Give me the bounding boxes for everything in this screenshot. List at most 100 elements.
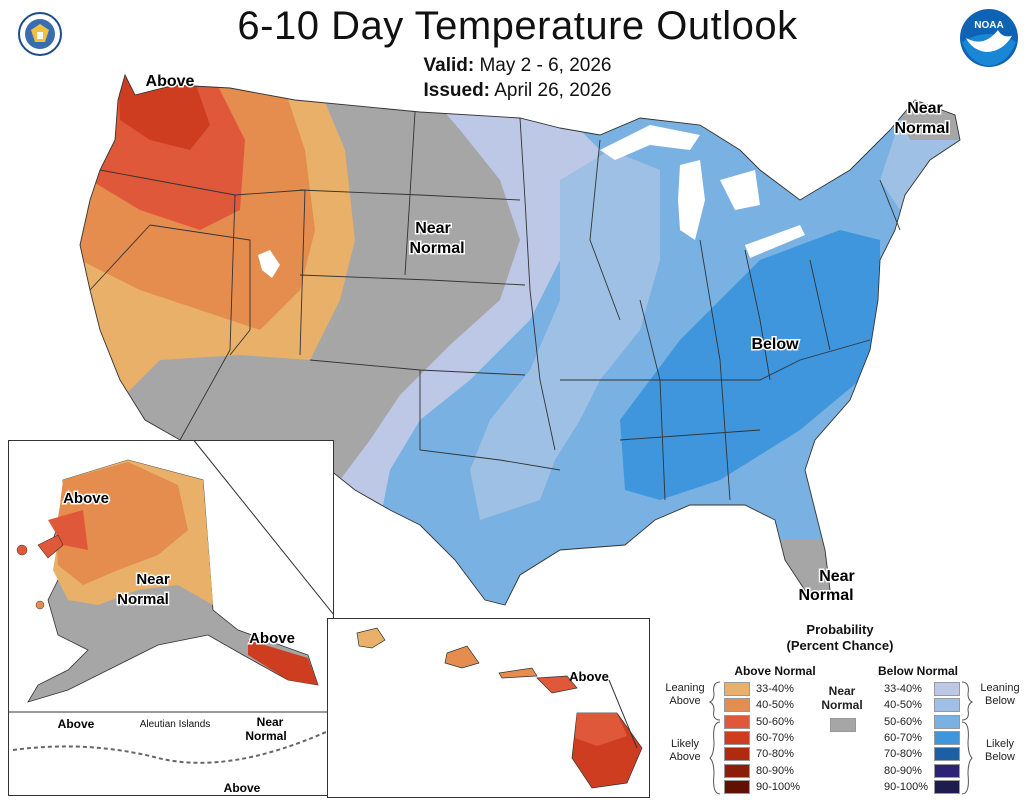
legend-leaning-above-1: Leaning bbox=[665, 682, 705, 694]
legend-below-range-1: 40-50% bbox=[884, 699, 922, 712]
label-conus-near-1: Near bbox=[415, 220, 451, 237]
legend-title-1: Probability bbox=[806, 622, 874, 637]
label-conus-below: Below bbox=[751, 336, 799, 353]
label-conus-near-2: Normal bbox=[409, 240, 464, 257]
label-ak-above: Above bbox=[63, 490, 109, 507]
legend-above-swatch-3 bbox=[724, 730, 750, 745]
legend-brace-above bbox=[708, 681, 721, 795]
lake-michigan bbox=[678, 160, 705, 240]
label-aleutian-near-1: Near bbox=[257, 715, 284, 729]
legend-above-row-5: 80-90% bbox=[724, 763, 806, 778]
legend-leaning-above: Leaning Above bbox=[662, 682, 708, 708]
alaska-inset: Above Near Normal Above Aleutian Islands… bbox=[8, 440, 334, 796]
legend-above-row-3: 60-70% bbox=[724, 730, 806, 745]
legend-near-1: Near bbox=[828, 684, 856, 698]
legend-below-row-4: 70-80% bbox=[878, 747, 960, 762]
noaa-text: NOAA bbox=[974, 20, 1003, 31]
legend-below-swatch-3 bbox=[934, 730, 960, 745]
legend-below-swatch-5 bbox=[934, 763, 960, 778]
legend-below-swatch-4 bbox=[934, 747, 960, 762]
legend-above-row-4: 70-80% bbox=[724, 747, 806, 762]
legend-above-range-2: 50-60% bbox=[756, 715, 794, 728]
lake-superior bbox=[600, 125, 700, 160]
legend-above-row-6: 90-100% bbox=[724, 779, 806, 794]
legend-above-swatch-2 bbox=[724, 714, 750, 729]
legend-above-row-2: 50-60% bbox=[724, 714, 806, 729]
issued-value: April 26, 2026 bbox=[494, 80, 612, 101]
valid-dates: Valid: May 2 - 6, 2026 bbox=[0, 55, 1035, 77]
legend-likely-below-1: Likely bbox=[985, 738, 1015, 750]
label-aleutian-near-2: Normal bbox=[245, 729, 286, 743]
legend-below-row-0: 33-40% bbox=[878, 682, 960, 696]
legend-near-normal: Near Normal bbox=[816, 684, 868, 712]
label-aleutian-above-left: Above bbox=[58, 717, 95, 731]
label-conus-above: Above bbox=[146, 73, 195, 90]
legend-below-row-6: 90-100% bbox=[878, 779, 961, 794]
legend-leaning-below: Leaning Below bbox=[976, 682, 1024, 708]
legend-brace-below bbox=[961, 681, 974, 795]
legend-below-swatch-2 bbox=[934, 714, 960, 729]
legend-above-row-0: 33-40% bbox=[724, 682, 806, 696]
legend-likely-above-1: Likely bbox=[670, 738, 700, 750]
legend-below-row-5: 80-90% bbox=[878, 763, 960, 778]
legend-above-range-5: 80-90% bbox=[756, 764, 794, 777]
legend-below-row-1: 40-50% bbox=[878, 698, 960, 713]
legend-likely-below-2: Below bbox=[985, 751, 1015, 763]
valid-value: May 2 - 6, 2026 bbox=[479, 55, 612, 76]
legend-likely-above-2: Above bbox=[669, 751, 701, 763]
legend-title-2: (Percent Chance) bbox=[786, 638, 894, 653]
commerce-seal-icon bbox=[18, 12, 62, 56]
legend-below-header: Below Normal bbox=[877, 664, 958, 678]
label-aleutian-above-bottom: Above bbox=[224, 781, 261, 795]
label-ak-se-above: Above bbox=[249, 630, 295, 647]
legend-below-swatch-6 bbox=[934, 779, 961, 794]
legend-below-range-6: 90-100% bbox=[884, 780, 929, 793]
map-title: 6-10 Day Temperature Outlook bbox=[237, 4, 798, 48]
label-fl-near-1: Near bbox=[819, 568, 855, 585]
legend-above-range-4: 70-80% bbox=[756, 748, 794, 761]
legend-above-header: Above Normal bbox=[734, 664, 816, 678]
legend-above-swatch-5 bbox=[724, 763, 750, 778]
valid-label: Valid: bbox=[423, 55, 475, 76]
legend-above-range-1: 40-50% bbox=[756, 699, 794, 712]
probability-legend: Probability (Percent Chance) Above Norma… bbox=[660, 622, 1030, 798]
conus-probability-fill bbox=[80, 75, 960, 605]
legend-above-swatch-4 bbox=[724, 747, 750, 762]
legend-leaning-above-2: Above bbox=[669, 695, 701, 707]
label-fl-near-2: Normal bbox=[798, 587, 853, 604]
legend-leaning-below-2: Below bbox=[985, 695, 1015, 707]
legend-below-range-5: 80-90% bbox=[884, 764, 922, 777]
legend-below-row-3: 60-70% bbox=[878, 730, 960, 745]
legend-above-range-0: 33-40% bbox=[756, 683, 794, 695]
legend-below-row-2: 50-60% bbox=[878, 714, 960, 729]
legend-above-range-3: 60-70% bbox=[756, 731, 794, 744]
label-ne-near-2: Normal bbox=[894, 120, 949, 137]
legend-above-swatch-1 bbox=[724, 698, 750, 713]
lake-huron bbox=[720, 170, 760, 210]
legend-below-range-3: 60-70% bbox=[884, 731, 922, 744]
legend-below-range-0: 33-40% bbox=[884, 683, 922, 695]
noaa-logo-icon: NOAA bbox=[960, 9, 1018, 67]
legend-above-range-6: 90-100% bbox=[756, 780, 801, 793]
label-hawaii-above: Above bbox=[569, 669, 609, 684]
legend-below-range-4: 70-80% bbox=[884, 748, 922, 761]
legend-likely-below: Likely Below bbox=[976, 738, 1024, 764]
state-borders bbox=[79, 73, 961, 606]
issued-label: Issued: bbox=[423, 80, 491, 101]
lake-erie bbox=[745, 225, 805, 258]
legend-above-swatch-6 bbox=[724, 779, 750, 794]
legend-near-2: Normal bbox=[821, 698, 863, 712]
legend-likely-above: Likely Above bbox=[662, 738, 708, 764]
label-ak-near-1: Near bbox=[136, 571, 170, 588]
issued-date: Issued: April 26, 2026 bbox=[0, 80, 1035, 102]
legend-below-swatch-1 bbox=[934, 698, 960, 713]
hawaii-inset: Above bbox=[327, 618, 650, 798]
legend-above-swatch-0 bbox=[724, 682, 750, 696]
legend-below-swatch-0 bbox=[934, 682, 960, 696]
label-ne-near-1: Near bbox=[907, 100, 943, 117]
legend-above-row-1: 40-50% bbox=[724, 698, 806, 713]
legend-leaning-below-1: Leaning bbox=[980, 682, 1020, 694]
legend-below-range-2: 50-60% bbox=[884, 715, 922, 728]
label-ak-near-2: Normal bbox=[117, 591, 169, 608]
